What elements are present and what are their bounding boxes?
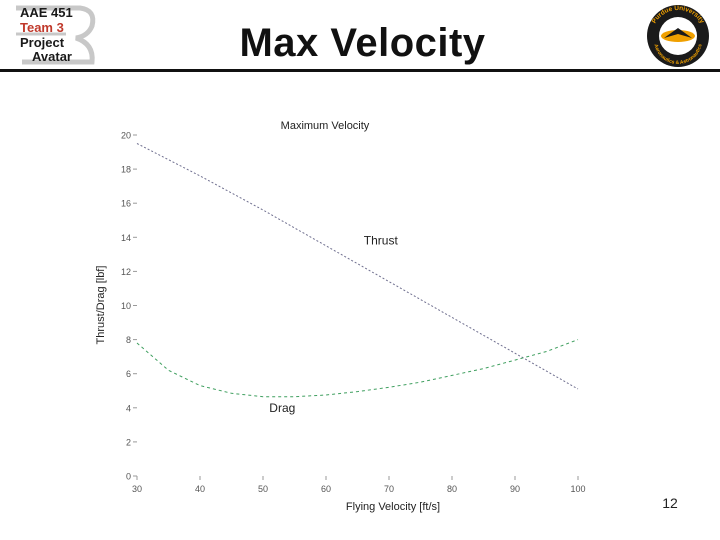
title-divider	[0, 69, 720, 72]
team-logo-emblem	[16, 5, 96, 65]
drag-line	[136, 339, 579, 398]
slide-number: 12	[662, 495, 678, 511]
y-tick-label: 4	[126, 403, 131, 413]
seal-aircraft-icon	[664, 28, 692, 38]
x-tick-label: 50	[258, 484, 268, 494]
y-tick-label: 2	[126, 437, 131, 447]
y-tick-label: 6	[126, 369, 131, 379]
x-tick-label: 90	[510, 484, 520, 494]
university-seal: Purdue University Aeronautics & Astronau…	[647, 5, 709, 67]
x-tick-label: 100	[570, 484, 585, 494]
seal-orbit	[661, 30, 695, 42]
logo-line-name: Avatar	[32, 49, 72, 64]
y-tick-label: 18	[121, 165, 131, 175]
x-tick-label: 70	[384, 484, 394, 494]
thrust-line	[136, 143, 579, 390]
y-tick-label: 16	[121, 199, 131, 209]
x-tick-label: 80	[447, 484, 457, 494]
logo-line-team: Team 3	[20, 20, 64, 35]
series-annotation-drag: Drag	[269, 401, 295, 415]
y-tick-label: 8	[126, 335, 131, 345]
chart-title: Maximum Velocity	[281, 120, 370, 132]
x-axis-label: Flying Velocity [ft/s]	[346, 501, 440, 513]
slide-title: Max Velocity	[239, 21, 486, 65]
y-tick-label: 12	[121, 267, 131, 277]
logo-line-project: Project	[20, 35, 65, 50]
y-axis-label: Thrust/Drag [lbf]	[95, 266, 107, 345]
logo-line-course: AAE 451	[20, 5, 73, 20]
y-tick-label: 20	[121, 131, 131, 141]
team-logo: AAE 451 Team 3 Project Avatar	[6, 4, 98, 66]
x-tick-label: 60	[321, 484, 331, 494]
y-tick-label: 14	[121, 233, 131, 243]
y-tick-label: 10	[121, 301, 131, 311]
x-tick-label: 30	[132, 484, 142, 494]
series-annotation-thrust: Thrust	[364, 234, 399, 248]
x-tick-label: 40	[195, 484, 205, 494]
y-tick-label: 0	[126, 472, 131, 482]
